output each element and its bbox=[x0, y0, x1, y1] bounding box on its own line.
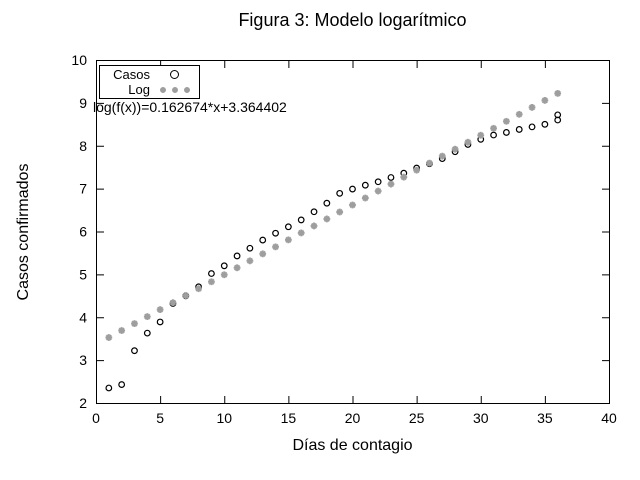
log-point bbox=[323, 215, 331, 223]
log-point bbox=[284, 236, 292, 244]
log-point bbox=[503, 117, 510, 125]
y-tick-label: 3 bbox=[79, 352, 87, 368]
casos-points bbox=[105, 111, 562, 392]
x-tick-label: 20 bbox=[345, 410, 361, 426]
log-point bbox=[464, 138, 472, 146]
x-tick-label: 35 bbox=[537, 410, 553, 426]
legend: Casos Log bbox=[99, 65, 200, 99]
x-tick-label: 30 bbox=[473, 410, 489, 426]
log-point bbox=[349, 201, 356, 209]
log-point bbox=[541, 96, 549, 104]
y-tick-label: 8 bbox=[79, 138, 87, 154]
casos-point bbox=[503, 129, 510, 136]
chart-title: Figura 3: Modelo logarítmico bbox=[238, 10, 467, 30]
legend-item-log: Log bbox=[100, 82, 199, 97]
x-tick-label: 25 bbox=[409, 410, 425, 426]
casos-point bbox=[361, 181, 369, 189]
x-axis-ticks: 0 5 10 15 20 25 30 35 40 bbox=[92, 61, 617, 426]
log-point bbox=[272, 243, 279, 251]
casos-point bbox=[374, 178, 382, 186]
log-point bbox=[310, 222, 318, 230]
casos-point bbox=[515, 126, 523, 133]
casos-point bbox=[118, 381, 126, 388]
log-point bbox=[143, 313, 151, 321]
asterisk-markers-icon bbox=[150, 84, 199, 96]
y-tick-label: 10 bbox=[71, 52, 87, 68]
log-point bbox=[105, 334, 113, 341]
casos-point bbox=[259, 236, 267, 244]
log-point bbox=[118, 327, 126, 334]
log-point bbox=[336, 208, 344, 216]
log-point bbox=[400, 173, 408, 181]
log-point bbox=[169, 299, 177, 307]
y-tick-label: 4 bbox=[79, 309, 87, 325]
log-point bbox=[387, 180, 395, 188]
log-point bbox=[182, 292, 190, 300]
plot-frame bbox=[96, 60, 610, 404]
log-point bbox=[220, 271, 228, 279]
x-tick-label: 40 bbox=[601, 410, 617, 426]
legend-item-casos: Casos bbox=[100, 67, 199, 82]
log-point bbox=[413, 166, 421, 174]
x-tick-label: 15 bbox=[281, 410, 297, 426]
log-point bbox=[297, 229, 305, 237]
casos-point bbox=[105, 384, 113, 392]
y-tick-label: 9 bbox=[79, 95, 87, 111]
casos-point bbox=[349, 185, 356, 193]
casos-point bbox=[528, 123, 536, 131]
casos-point bbox=[490, 131, 497, 139]
log-point bbox=[208, 278, 215, 286]
casos-point bbox=[297, 216, 305, 224]
log-point bbox=[374, 187, 382, 195]
casos-point bbox=[310, 208, 318, 216]
casos-point bbox=[387, 174, 395, 181]
fit-equation-annotation: log(f(x))=0.162674*x+3.364402 bbox=[93, 99, 287, 115]
log-point bbox=[426, 159, 433, 167]
log-point bbox=[515, 110, 523, 118]
log-point bbox=[451, 145, 459, 153]
legend-label-casos: Casos bbox=[113, 67, 150, 82]
log-point bbox=[131, 320, 138, 327]
log-points bbox=[105, 89, 562, 341]
y-tick-label: 6 bbox=[79, 224, 87, 240]
casos-point bbox=[220, 262, 228, 270]
casos-point bbox=[208, 270, 215, 277]
casos-point bbox=[143, 329, 151, 337]
log-point bbox=[490, 124, 497, 132]
casos-point bbox=[131, 347, 138, 355]
log-point bbox=[361, 194, 369, 202]
casos-point bbox=[246, 244, 254, 252]
casos-point bbox=[233, 252, 241, 260]
x-tick-label: 10 bbox=[216, 410, 232, 426]
x-axis-label: Días de contagio bbox=[292, 437, 413, 454]
casos-point bbox=[554, 111, 562, 119]
casos-point bbox=[336, 189, 344, 197]
casos-point bbox=[541, 120, 549, 128]
casos-point bbox=[156, 318, 164, 326]
log-point bbox=[528, 103, 536, 111]
casos-point bbox=[284, 223, 292, 231]
y-axis-label: Casos confirmados bbox=[15, 163, 32, 301]
x-tick-label: 5 bbox=[156, 410, 164, 426]
log-point bbox=[246, 257, 254, 265]
log-point bbox=[233, 264, 241, 272]
casos-point bbox=[272, 229, 279, 237]
log-point bbox=[259, 250, 267, 258]
log-point bbox=[477, 131, 485, 139]
x-tick-label: 0 bbox=[92, 410, 100, 426]
y-tick-label: 2 bbox=[79, 395, 87, 411]
log-point bbox=[156, 306, 164, 314]
circle-marker-icon bbox=[150, 70, 199, 79]
y-axis-ticks: 2 3 4 5 6 7 8 9 10 bbox=[71, 52, 609, 411]
y-tick-label: 7 bbox=[79, 181, 87, 197]
y-tick-label: 5 bbox=[79, 266, 87, 282]
log-point bbox=[195, 285, 202, 293]
casos-point bbox=[323, 199, 331, 207]
log-point bbox=[438, 152, 446, 160]
legend-label-log: Log bbox=[128, 82, 150, 97]
log-point bbox=[554, 89, 562, 97]
